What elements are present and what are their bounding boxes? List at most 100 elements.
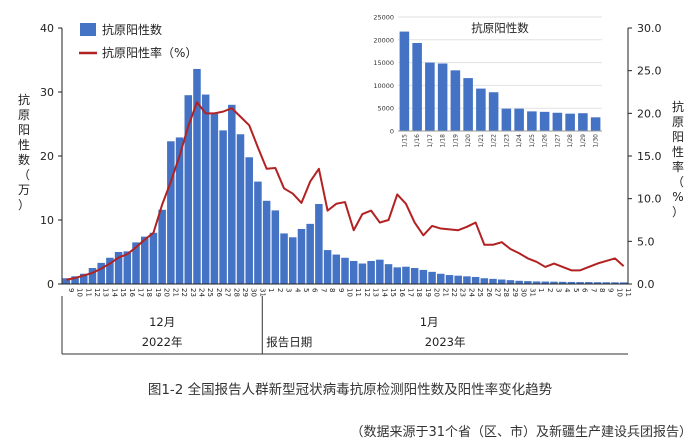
bar-mark: [149, 232, 158, 284]
bar-mark: [567, 281, 576, 284]
inset-bar-mark: [425, 62, 435, 131]
inset-x-tick-label: 1/20: [465, 134, 472, 148]
x-tick-label: 15: [389, 288, 397, 297]
positivity-rate-line: [66, 101, 625, 281]
inset-y-tick-label: 15000: [373, 59, 394, 67]
inset-bar-mark: [514, 108, 524, 131]
inset-bar-mark: [552, 112, 563, 131]
inset-x-tick-label: 1/23: [503, 134, 510, 148]
data-source-note: （数据来源于31个省（区、市）及新疆生产建设兵团报告）: [350, 425, 692, 440]
inset-y-tick-label: 20000: [373, 36, 394, 44]
inset-bar-mark: [450, 70, 461, 131]
x-tick-label: 31: [258, 288, 266, 297]
x-tick-label: 6: [311, 288, 319, 293]
bar-mark: [106, 257, 114, 284]
inset-bar-mark: [501, 108, 512, 131]
bar-mark: [506, 280, 515, 284]
x-tick-label: 11: [624, 288, 632, 297]
bar-mark: [541, 281, 550, 284]
x-tick-label: 14: [110, 288, 118, 297]
bar-mark: [132, 242, 140, 284]
inset-bar-mark: [527, 111, 537, 131]
inset-x-tick-label: 1/22: [491, 134, 498, 148]
bar-mark: [97, 262, 105, 284]
x-tick-label: 13: [372, 288, 380, 297]
right-axis-title: 抗原阳性率（%）: [672, 99, 684, 219]
x-tick-label: 29: [241, 288, 249, 297]
bar-mark: [114, 252, 123, 284]
bar-mark: [602, 282, 610, 284]
bar-mark: [245, 157, 253, 284]
x-tick-label: 7: [589, 288, 597, 292]
figure-caption: 图1-2 全国报告人群新型冠状病毒抗原检测阳性数及阳性率变化趋势: [147, 382, 553, 398]
bar-mark: [611, 282, 619, 284]
inset-bar-mark: [590, 117, 601, 131]
inset-x-tick-label: 1/26: [542, 134, 549, 148]
bar-mark: [306, 223, 314, 284]
bar-mark: [550, 281, 558, 284]
inset-y-tick-label: 10000: [373, 82, 394, 90]
right-axis-tick-label: 0.0: [637, 278, 655, 291]
bar-mark: [175, 137, 184, 284]
bar-mark: [228, 104, 236, 284]
inset-bar-mark: [412, 42, 422, 131]
left-axis-title: 抗原阳性数（万）: [18, 92, 30, 212]
bar-mark: [254, 181, 262, 284]
bar-mark: [123, 251, 132, 284]
bar-mark: [463, 276, 471, 284]
bar-mark: [515, 280, 523, 284]
bar-mark: [158, 209, 166, 284]
x-tick-label: 3: [285, 288, 293, 292]
bar-mark: [341, 257, 349, 284]
x-tick-label: 14: [380, 288, 388, 297]
bar-mark: [376, 259, 384, 284]
x-tick-label: 5: [302, 288, 310, 292]
month-label-jan: 1月: [420, 315, 439, 329]
inset-y-tick-label: 25000: [373, 14, 394, 22]
x-tick-label: 24: [467, 288, 475, 297]
bar-mark: [445, 275, 454, 284]
right-axis-tick-label: 25.0: [637, 65, 662, 78]
x-tick-label: 5: [572, 288, 580, 292]
x-tick-label: 19: [424, 288, 432, 297]
bar-mark: [262, 200, 271, 284]
x-tick-label: 18: [415, 288, 423, 297]
x-tick-label: 2: [276, 288, 284, 292]
bar-mark: [88, 268, 97, 284]
inset-background: [370, 9, 610, 167]
inset-bar-mark: [476, 88, 486, 131]
left-axis-tick-label: 10: [40, 214, 54, 227]
x-tick-label: 20: [433, 288, 441, 297]
x-tick-label: 1: [537, 288, 545, 292]
inset-bar-mark: [399, 31, 410, 132]
x-tick-label: 31: [528, 288, 536, 297]
right-axis-tick-label: 30.0: [637, 22, 662, 35]
right-axis-tick-label: 15.0: [637, 150, 662, 163]
left-axis-tick-label: 20: [40, 150, 54, 163]
x-tick-label: 4: [563, 288, 571, 293]
x-tick-label: 27: [494, 288, 502, 297]
bar-mark: [323, 250, 332, 284]
inset-x-tick-label: 1/30: [593, 134, 600, 148]
left-axis-tick-label: 40: [40, 22, 54, 35]
inset-y-tick-label: 5000: [377, 105, 394, 113]
x-tick-label: 26: [485, 288, 493, 297]
x-tick-label: 3: [554, 288, 562, 292]
year-label-2022: 2022年: [142, 335, 183, 349]
bar-mark: [393, 267, 401, 284]
inset-bar-mark: [437, 63, 448, 132]
x-tick-label: 21: [171, 288, 179, 297]
x-tick-label: 6: [581, 288, 589, 293]
bar-mark: [489, 278, 497, 284]
inset-x-tick-label: 1/21: [478, 134, 485, 148]
x-tick-label: 17: [406, 288, 414, 297]
bar-mark: [428, 271, 436, 284]
x-tick-label: 16: [398, 288, 406, 297]
x-tick-label: 10: [76, 288, 84, 297]
x-tick-label: 9: [67, 288, 75, 292]
x-tick-label: 19: [154, 288, 162, 297]
x-tick-label: 25: [476, 288, 484, 297]
inset-title: 抗原阳性数: [471, 21, 529, 35]
